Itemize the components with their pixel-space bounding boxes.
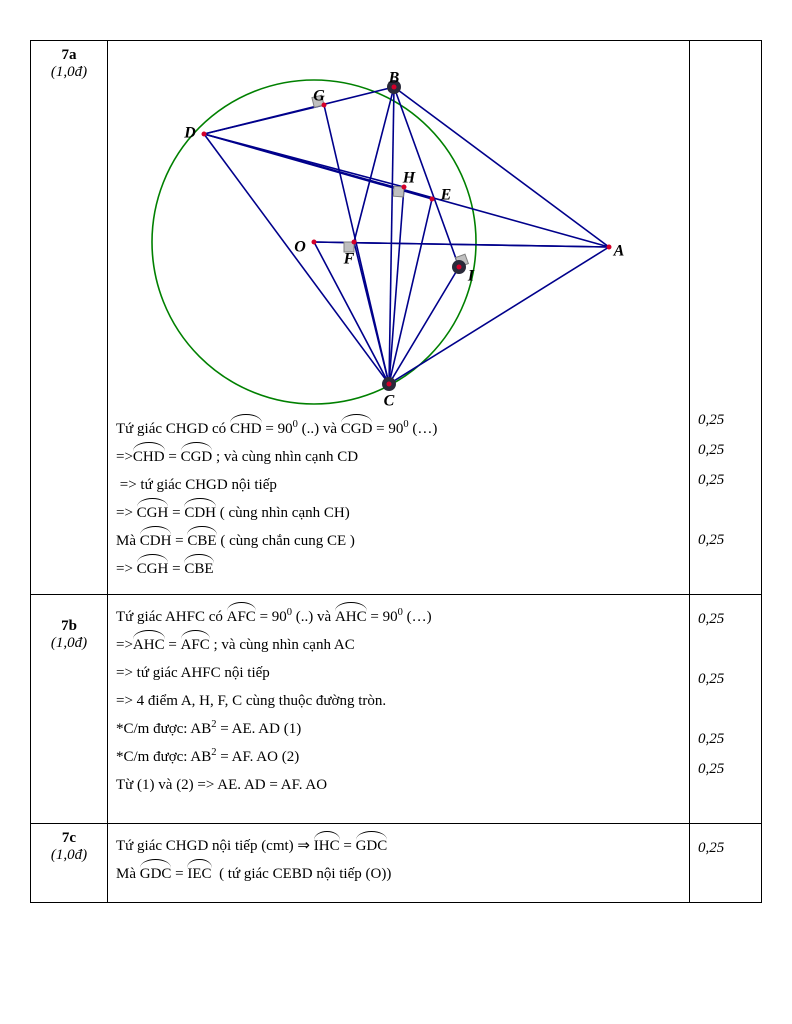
solution-content: Tứ giác CHGD nội tiếp (cmt) ⇒ IHC = GDCM… [108, 824, 690, 903]
svg-text:E: E [439, 187, 451, 204]
svg-text:A: A [612, 243, 624, 260]
question-label: 7c(1,0đ) [31, 824, 108, 903]
points-column: 0,25 [690, 824, 762, 903]
points-column: 0,25 0,25 0,250,25 [690, 595, 762, 824]
svg-text:O: O [294, 239, 306, 256]
svg-text:F: F [342, 251, 354, 268]
geometry-diagram: A B C D E F G H I O [139, 47, 659, 407]
solution-content: ABCDEFGHIOTứ giác CHGD có CHD = 900 (..)… [108, 41, 690, 595]
solution-table: 7a(1,0đ) ABCDEFGHIOTứ giác CHGD có CHD =… [30, 40, 762, 903]
question-label: 7a(1,0đ) [31, 41, 108, 595]
svg-text:D: D [183, 125, 196, 142]
svg-text:C: C [383, 393, 394, 407]
svg-text:B: B [387, 70, 399, 87]
svg-text:I: I [466, 268, 474, 285]
svg-text:G: G [313, 88, 325, 105]
question-label: 7b(1,0đ) [31, 595, 108, 824]
points-column: 0,250,250,25 0,25 [690, 41, 762, 595]
svg-text:H: H [401, 170, 415, 187]
solution-content: Tứ giác AHFC có AFC = 900 (..) và AHC = … [108, 595, 690, 824]
